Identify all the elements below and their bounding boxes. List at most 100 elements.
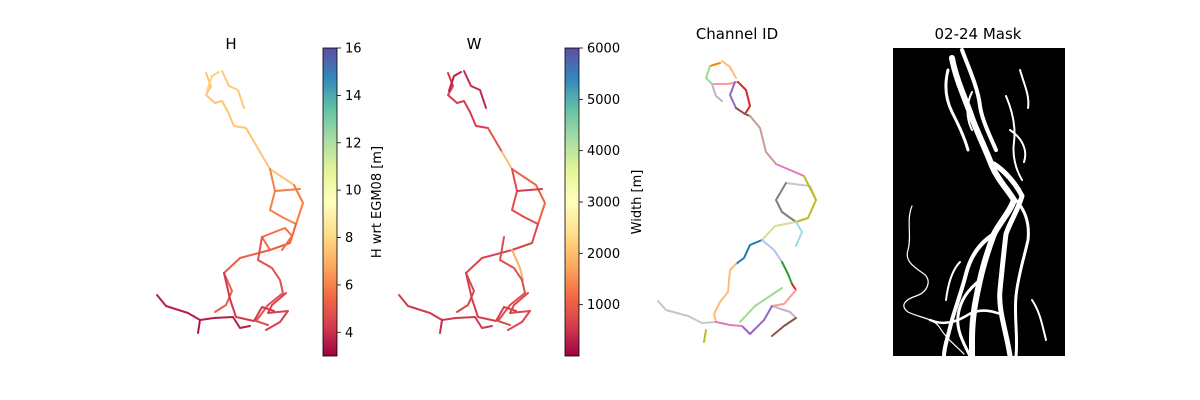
h-colorbar-tick-label-3: 10: [345, 184, 362, 199]
mask-channel-l: [1031, 299, 1047, 341]
h-colorbar-tick-label-0: 4: [345, 326, 353, 341]
mask-channel-e: [1012, 196, 1030, 358]
mask-channel-k: [928, 309, 1002, 325]
w-colorbar-tick-label-5: 6000: [587, 42, 620, 57]
channel-segment-12: [775, 182, 797, 223]
mask-channel-g: [1005, 95, 1023, 181]
channel-segment-9: [775, 163, 805, 177]
panel-h-lines: [156, 70, 304, 334]
channel-segment-7: [735, 107, 751, 117]
panel-w: W 1000 2000 3000 4000 5000 6000 Width [m]: [398, 35, 645, 357]
h-segment-10: [265, 292, 289, 331]
h-colorbar-tick-label-1: 6: [345, 278, 353, 293]
mask-channel-h: [1019, 69, 1030, 109]
channel-segment-8: [749, 115, 777, 165]
channel-segment-2: [721, 60, 737, 79]
h-segment-5: [214, 223, 297, 313]
mask-channel-m: [945, 261, 961, 301]
h-segment-2: [206, 71, 220, 92]
w-segment-10: [497, 236, 526, 326]
h-colorbar-tick-label-6: 16: [345, 42, 362, 57]
w-segment-2: [448, 71, 462, 92]
panel-channel-id-title: Channel ID: [696, 25, 778, 43]
panel-mask: 02-24 Mask: [893, 25, 1065, 359]
h-colorbar-ticks: 4 6 8 10 12 14 16: [337, 42, 362, 341]
panel-h: H 4 6 8 10 12 14 16 H wrt EGM08 [m]: [156, 35, 385, 357]
h-segment-11: [197, 319, 201, 334]
channel-segment-26: [715, 321, 743, 327]
channel-segment-17: [781, 261, 793, 285]
h-colorbar-tick-label-5: 14: [345, 89, 362, 104]
mask-channel-d: [942, 232, 996, 358]
h-colorbar: 4 6 8 10 12 14 16 H wrt EGM08 [m]: [322, 42, 385, 357]
channel-segment-0: [709, 62, 721, 67]
w-colorbar-ticks: 1000 2000 3000 4000 5000 6000: [579, 42, 620, 313]
w-segment-6: [511, 168, 539, 225]
w-segment-3: [487, 127, 503, 153]
w-segment-11: [465, 272, 517, 322]
w-segment-5: [511, 168, 546, 225]
h-segment-1: [221, 70, 245, 109]
mask-tributary: [903, 205, 965, 355]
w-segment-12: [398, 294, 493, 329]
channel-segment-13: [761, 221, 797, 241]
w-segment-1: [463, 70, 487, 109]
channel-segment-19: [791, 283, 797, 291]
w-colorbar-label: Width [m]: [630, 170, 645, 235]
channel-segment-4: [711, 83, 723, 102]
h-segment-3: [269, 168, 304, 225]
channel-segment-27: [703, 329, 707, 343]
w-segment-14: [439, 319, 443, 334]
channel-segment-16: [761, 239, 783, 263]
h-segment-4: [274, 188, 301, 192]
panel-channel-id: Channel ID: [657, 25, 817, 343]
channel-segment-24: [771, 317, 797, 337]
channel-segment-14: [795, 221, 803, 247]
w-segment-8: [456, 223, 539, 313]
panel-w-lines: [398, 70, 546, 334]
channel-segment-15: [735, 239, 763, 265]
w-segment-7: [516, 188, 543, 192]
panel-channel-id-lines: [657, 60, 817, 343]
w-segment-0: [447, 72, 489, 129]
h-segment-8: [223, 272, 275, 322]
h-segment-7: [255, 236, 284, 326]
w-segment-4: [501, 151, 513, 170]
w-segment-9: [511, 249, 524, 281]
w-colorbar: 1000 2000 3000 4000 5000 6000 Width [m]: [564, 42, 645, 357]
mask-channel-b: [944, 68, 970, 152]
channel-segment-22: [771, 305, 797, 319]
channel-segment-25: [657, 300, 717, 324]
mask-channel-i: [966, 91, 973, 131]
h-colorbar-tick-label-4: 12: [345, 136, 362, 151]
channel-segment-1: [705, 65, 713, 85]
w-colorbar-tick-label-1: 2000: [587, 247, 620, 262]
mask-channel-j: [1009, 129, 1027, 163]
mask-channel-a: [960, 48, 998, 152]
h-segment-9: [156, 294, 251, 329]
mask-channel-c: [991, 161, 1025, 359]
mask-channel-f: [956, 278, 982, 358]
channel-segment-18: [713, 263, 737, 323]
w-colorbar-tick-label-3: 4000: [587, 144, 620, 159]
h-colorbar-tick-label-2: 8: [345, 231, 353, 246]
w-colorbar-tick-label-2: 3000: [587, 196, 620, 211]
h-segment-6: [261, 227, 293, 251]
h-colorbar-bar: [322, 47, 338, 357]
w-colorbar-bar: [564, 47, 580, 357]
w-colorbar-tick-label-0: 1000: [587, 298, 620, 313]
channel-segment-21: [771, 289, 797, 307]
w-colorbar-tick-label-4: 5000: [587, 93, 620, 108]
channel-segment-23: [741, 305, 773, 335]
h-segment-0: [205, 72, 304, 225]
channel-segment-5: [729, 81, 737, 109]
panel-mask-title: 02-24 Mask: [935, 25, 1022, 43]
panel-h-title: H: [225, 35, 236, 53]
mask-water: [903, 48, 1047, 359]
w-segment-13: [507, 292, 531, 331]
panel-w-title: W: [467, 35, 482, 53]
channel-segment-11: [795, 175, 817, 223]
channel-segment-20: [739, 287, 783, 323]
h-colorbar-label: H wrt EGM08 [m]: [370, 146, 385, 258]
